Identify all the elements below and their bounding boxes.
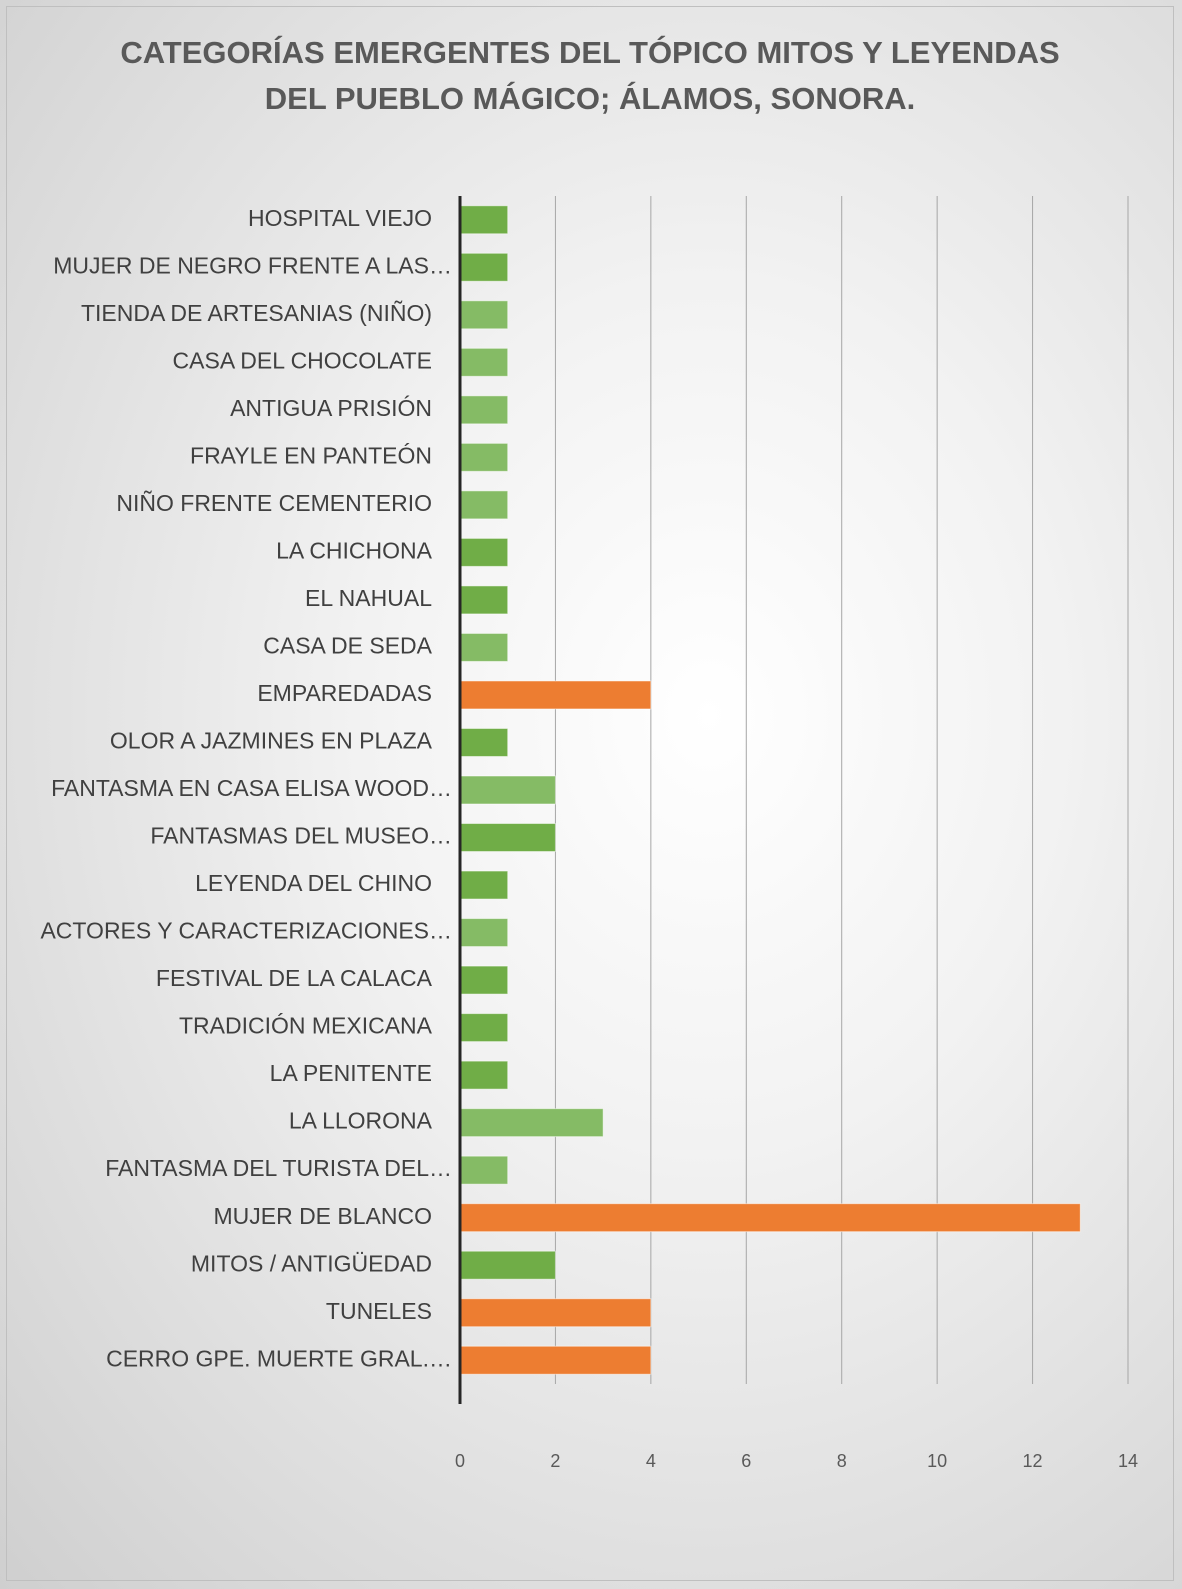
bar — [459, 395, 509, 425]
bar — [459, 1013, 509, 1043]
bar — [459, 1060, 509, 1090]
bar — [459, 632, 509, 662]
bar — [459, 823, 556, 853]
bar — [459, 1203, 1081, 1233]
bar — [459, 347, 509, 377]
x-tick-label: 14 — [1118, 1451, 1138, 1471]
bar — [459, 537, 509, 567]
x-tick-label: 6 — [741, 1451, 751, 1471]
y-tick-label: LEYENDA DEL CHINO — [195, 870, 432, 896]
y-tick-label: MITOS / ANTIGÜEDAD — [191, 1250, 432, 1276]
y-tick-label: FANTASMA DEL TURISTA DEL… — [105, 1155, 452, 1181]
y-tick-label: FANTASMAS DEL MUSEO… — [150, 823, 452, 849]
y-tick-label: TRADICIÓN MEXICANA — [179, 1013, 433, 1039]
bar — [459, 870, 509, 900]
bar — [459, 1108, 604, 1138]
y-tick-label: FANTASMA EN CASA ELISA WOOD… — [51, 775, 452, 801]
y-tick-label: CASA DEL CHOCOLATE — [173, 347, 432, 373]
bar — [459, 490, 509, 520]
x-tick-label: 0 — [455, 1451, 465, 1471]
x-tick-label: 10 — [927, 1451, 947, 1471]
bar — [459, 1345, 652, 1375]
bar — [459, 252, 509, 282]
x-tick-label: 12 — [1023, 1451, 1043, 1471]
bar — [459, 1298, 652, 1328]
y-tick-label: EMPAREDADAS — [257, 680, 432, 706]
y-tick-label: EL NAHUAL — [305, 585, 432, 611]
y-tick-label: CERRO GPE. MUERTE GRAL.… — [106, 1345, 452, 1371]
chart-title: CATEGORÍAS EMERGENTES DEL TÓPICO MITOS Y… — [120, 35, 1060, 116]
bar — [459, 1250, 556, 1280]
bar — [459, 300, 509, 330]
y-tick-label: LA LLORONA — [289, 1108, 433, 1134]
y-tick-label: TIENDA DE ARTESANIAS (NIÑO) — [81, 300, 432, 326]
bar — [459, 585, 509, 615]
y-tick-label: TUNELES — [326, 1298, 432, 1324]
bar — [459, 442, 509, 472]
x-tick-label: 8 — [837, 1451, 847, 1471]
bar — [459, 1155, 509, 1185]
bar — [459, 727, 509, 757]
y-tick-label: OLOR A JAZMINES EN PLAZA — [110, 728, 433, 754]
y-tick-label: NIÑO FRENTE CEMENTERIO — [116, 490, 432, 516]
y-tick-label: ACTORES Y CARACTERIZACIONES… — [40, 918, 452, 944]
y-tick-label: MUJER DE NEGRO FRENTE A LAS… — [53, 252, 452, 278]
y-tick-label: CASA DE SEDA — [263, 633, 432, 659]
y-tick-label: MUJER DE BLANCO — [213, 1203, 432, 1229]
y-tick-label: FESTIVAL DE LA CALACA — [156, 965, 433, 991]
x-tick-label: 4 — [646, 1451, 656, 1471]
bar — [459, 680, 652, 710]
bar — [459, 205, 509, 235]
y-tick-label: HOSPITAL VIEJO — [248, 205, 432, 231]
bar — [459, 965, 509, 995]
y-tick-label: LA PENITENTE — [270, 1060, 432, 1086]
y-tick-label: ANTIGUA PRISIÓN — [230, 395, 432, 421]
bar — [459, 918, 509, 948]
chart-border — [6, 6, 1174, 1581]
bar — [459, 775, 556, 805]
y-tick-label: LA CHICHONA — [276, 537, 433, 563]
y-tick-label: FRAYLE EN PANTEÓN — [190, 442, 432, 468]
x-tick-label: 2 — [550, 1451, 560, 1471]
